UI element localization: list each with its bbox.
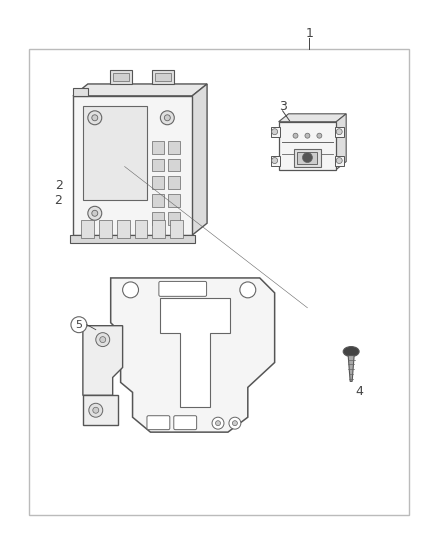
Circle shape <box>71 317 87 333</box>
FancyBboxPatch shape <box>159 281 207 296</box>
Polygon shape <box>348 356 354 382</box>
Polygon shape <box>73 88 88 96</box>
Circle shape <box>100 337 106 343</box>
Bar <box>29 49 409 515</box>
Circle shape <box>229 417 241 429</box>
FancyBboxPatch shape <box>147 416 170 430</box>
Bar <box>73 96 192 235</box>
Circle shape <box>92 211 98 216</box>
Circle shape <box>89 403 103 417</box>
Circle shape <box>303 152 312 163</box>
Circle shape <box>164 115 170 121</box>
Circle shape <box>123 282 138 298</box>
Circle shape <box>305 133 310 138</box>
Bar <box>113 73 129 81</box>
Bar <box>168 195 180 207</box>
Polygon shape <box>160 298 230 407</box>
Bar <box>168 176 180 189</box>
Bar <box>170 220 183 238</box>
Bar <box>152 141 164 154</box>
Ellipse shape <box>343 346 359 357</box>
Bar <box>83 395 118 425</box>
Circle shape <box>96 333 110 346</box>
Polygon shape <box>110 70 131 84</box>
FancyBboxPatch shape <box>174 416 197 430</box>
Bar <box>152 195 164 207</box>
Bar <box>152 212 164 225</box>
Circle shape <box>240 282 256 298</box>
Bar <box>83 106 148 200</box>
Text: 5: 5 <box>75 320 82 330</box>
Bar <box>168 158 180 172</box>
Text: 4: 4 <box>355 385 363 398</box>
Polygon shape <box>152 70 174 84</box>
Circle shape <box>160 111 174 125</box>
Bar <box>134 220 148 238</box>
Circle shape <box>336 158 342 164</box>
Bar <box>152 220 165 238</box>
Circle shape <box>317 133 322 138</box>
Circle shape <box>88 206 102 220</box>
Bar <box>335 156 344 166</box>
Circle shape <box>93 407 99 413</box>
Circle shape <box>336 129 342 135</box>
Circle shape <box>293 133 298 138</box>
Circle shape <box>233 421 237 426</box>
Bar <box>155 73 171 81</box>
Bar <box>271 156 279 166</box>
Bar <box>279 122 336 169</box>
Circle shape <box>272 158 278 164</box>
Bar <box>152 176 164 189</box>
Polygon shape <box>192 84 207 235</box>
Text: 2: 2 <box>54 194 62 207</box>
Bar <box>168 141 180 154</box>
Bar <box>168 212 180 225</box>
Text: 2: 2 <box>55 179 63 192</box>
Bar <box>99 220 112 238</box>
Circle shape <box>88 111 102 125</box>
Circle shape <box>215 421 220 426</box>
Circle shape <box>212 417 224 429</box>
Polygon shape <box>279 114 346 122</box>
Bar <box>293 149 321 166</box>
Bar <box>271 127 279 136</box>
Polygon shape <box>83 326 123 395</box>
Text: 1: 1 <box>305 27 313 40</box>
Circle shape <box>272 129 278 135</box>
Polygon shape <box>111 278 275 432</box>
Bar <box>117 220 130 238</box>
Bar <box>81 220 94 238</box>
Polygon shape <box>73 84 207 96</box>
Text: 3: 3 <box>279 100 286 114</box>
Bar <box>70 235 195 243</box>
Circle shape <box>92 115 98 121</box>
Bar <box>297 151 318 164</box>
Polygon shape <box>336 114 346 169</box>
Bar <box>335 127 344 136</box>
Bar <box>152 158 164 172</box>
